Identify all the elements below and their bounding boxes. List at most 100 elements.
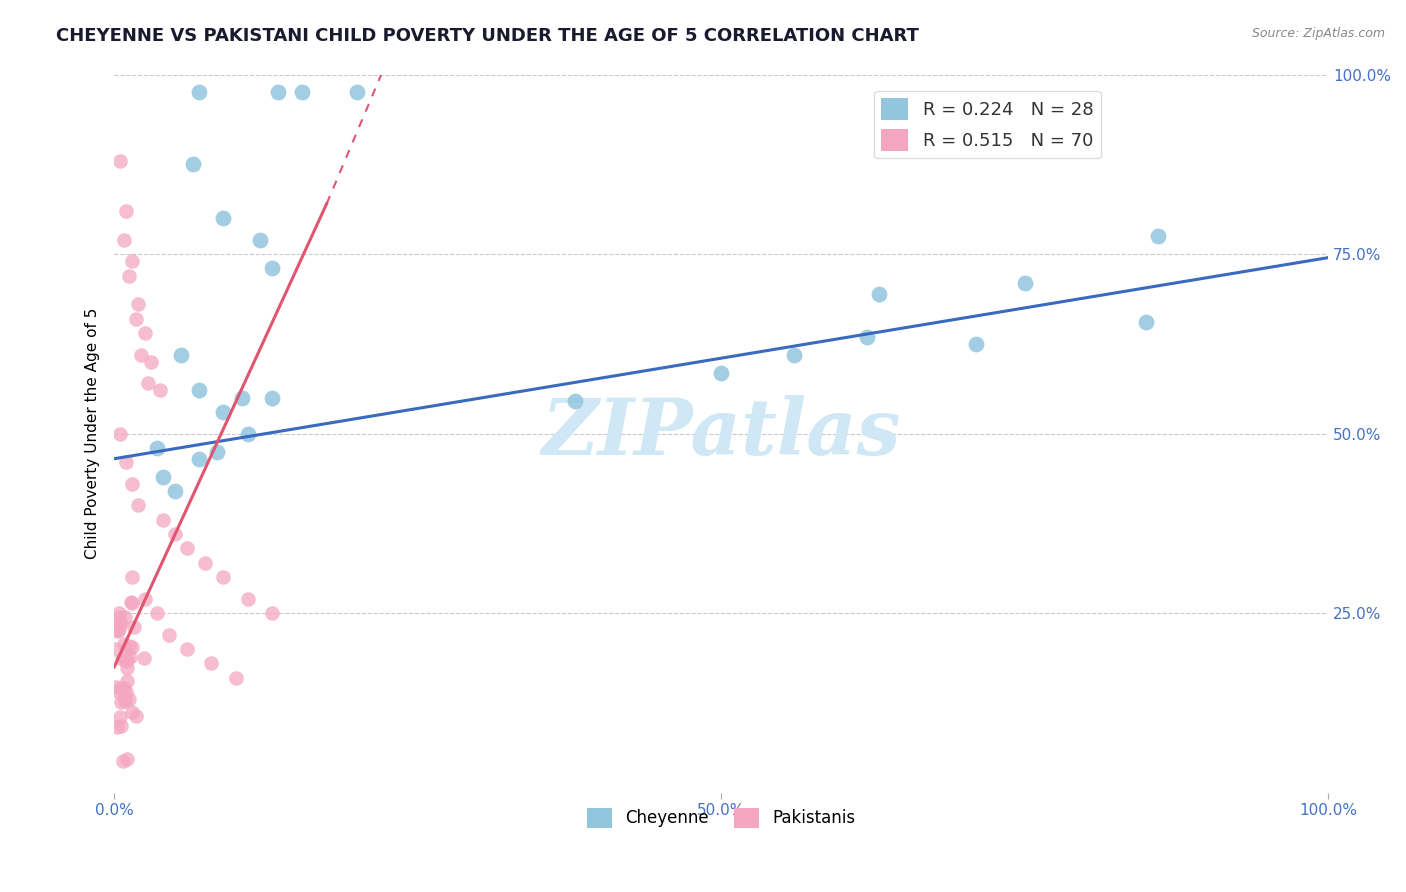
Point [267,86,290,100]
Point [152,469,174,483]
Point [149,384,172,398]
Point [225,671,247,685]
Point [163,483,186,498]
Point [129,348,152,362]
Point [105,720,128,734]
Point [121,706,143,720]
Point [291,86,314,100]
Point [114,694,136,708]
Point [176,541,198,556]
Point [1014,276,1036,290]
Point [207,444,229,458]
Point [105,642,128,657]
Legend: Cheyenne, Pakistanis: Cheyenne, Pakistanis [581,801,862,835]
Point [145,606,167,620]
Point [122,620,145,634]
Point [117,639,139,653]
Point [260,606,283,620]
Point [346,86,368,100]
Point [110,719,132,733]
Point [212,405,235,419]
Point [121,594,143,608]
Point [127,297,149,311]
Point [194,556,217,570]
Point [139,355,162,369]
Point [965,336,987,351]
Point [115,643,138,657]
Point [108,710,131,724]
Point [212,570,235,584]
Point [231,391,253,405]
Point [118,649,141,664]
Point [132,650,155,665]
Point [112,233,135,247]
Point [110,695,132,709]
Point [114,685,136,699]
Point [188,451,211,466]
Point [188,384,211,398]
Point [121,570,143,584]
Point [260,261,283,276]
Point [111,652,134,666]
Point [107,609,129,624]
Point [188,86,211,100]
Point [127,499,149,513]
Point [114,654,136,668]
Point [260,391,283,405]
Point [115,455,138,469]
Point [118,692,141,706]
Point [112,681,135,695]
Point [115,661,138,675]
Point [105,680,128,694]
Text: Source: ZipAtlas.com: Source: ZipAtlas.com [1251,27,1385,40]
Point [114,609,136,624]
Point [111,755,134,769]
Point [110,426,132,441]
Point [136,376,159,391]
Point [236,591,259,606]
Point [163,527,186,541]
Point [114,653,136,667]
Point [134,591,156,606]
Point [236,426,259,441]
Point [868,286,890,301]
Point [110,615,132,630]
Point [107,624,129,638]
Text: ZIPatlas: ZIPatlas [541,395,901,472]
Point [856,329,879,343]
Point [110,615,132,630]
Point [212,211,235,226]
Point [115,653,138,667]
Point [710,366,733,380]
Point [200,657,222,671]
Point [108,622,131,636]
Point [134,326,156,340]
Point [117,674,139,689]
Point [107,684,129,698]
Point [118,268,141,283]
Point [152,513,174,527]
Point [121,254,143,268]
Point [125,311,148,326]
Point [176,642,198,657]
Point [1147,229,1170,244]
Point [145,441,167,455]
Point [157,628,180,642]
Point [181,157,204,171]
Point [110,681,132,696]
Point [121,640,143,655]
Point [249,233,271,247]
Point [115,752,138,766]
Point [114,692,136,706]
Point [564,394,586,409]
Point [115,204,138,219]
Point [104,623,127,637]
Point [170,348,193,362]
Point [108,607,131,621]
Y-axis label: Child Poverty Under the Age of 5: Child Poverty Under the Age of 5 [86,308,100,559]
Point [121,476,143,491]
Point [125,709,148,723]
Point [114,636,136,650]
Point [110,153,132,168]
Point [783,348,806,362]
